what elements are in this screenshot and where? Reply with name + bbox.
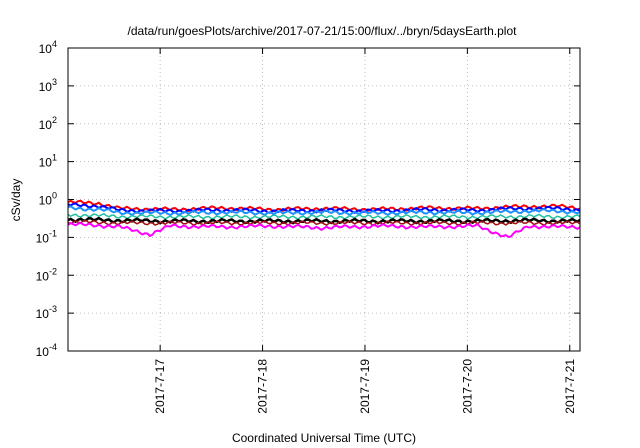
plot-frame [67, 47, 581, 352]
x-tick-label: 2017-7-21 [563, 359, 577, 414]
series-line [67, 216, 581, 225]
x-axis-label: Coordinated Universal Time (UTC) [232, 431, 416, 445]
y-axis-label: cSv/day [9, 179, 23, 222]
grid [68, 48, 580, 351]
series-line [67, 219, 581, 226]
series-line [67, 205, 581, 217]
chart-title: /data/run/goesPlots/archive/2017-07-21/1… [128, 24, 518, 38]
series-group [67, 199, 581, 238]
x-tick-label: 2017-7-17 [153, 359, 167, 414]
x-axis-ticks: 2017-7-17 2017-7-18 2017-7-19 2017-7-20 2017… [153, 48, 577, 414]
x-tick-label: 2017-7-20 [460, 359, 474, 414]
x-tick-label: 2017-7-19 [358, 359, 372, 414]
series-line [67, 213, 581, 220]
x-tick-label: 2017-7-18 [256, 359, 270, 414]
series-line [67, 221, 581, 238]
